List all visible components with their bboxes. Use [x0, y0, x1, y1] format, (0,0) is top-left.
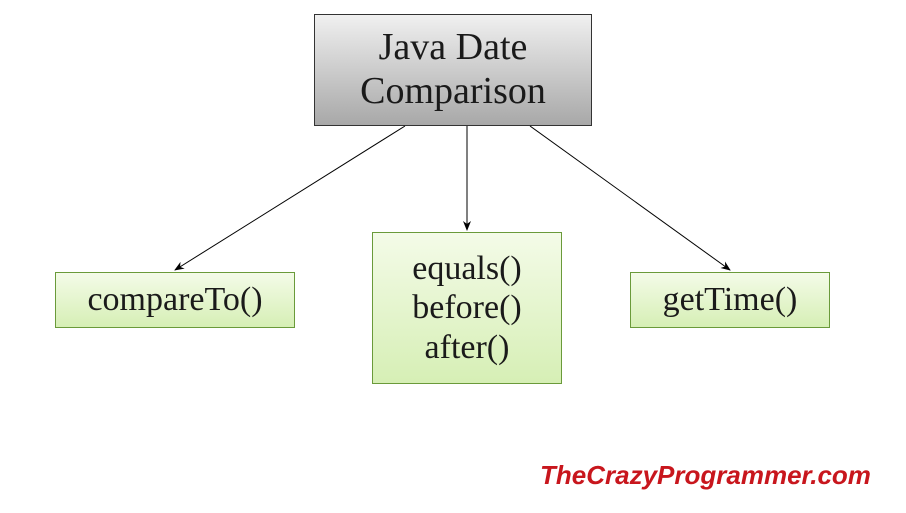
child-node-gettime: getTime() [630, 272, 830, 328]
root-line-1: Java Date [379, 26, 528, 70]
edge-root-left [175, 126, 405, 270]
left-line-1: compareTo() [87, 280, 262, 319]
root-node: Java Date Comparison [314, 14, 592, 126]
watermark-text: TheCrazyProgrammer.com [540, 460, 871, 491]
middle-line-1: equals() [412, 249, 522, 288]
child-node-compareto: compareTo() [55, 272, 295, 328]
right-line-1: getTime() [663, 280, 798, 319]
middle-line-3: after() [425, 328, 510, 367]
middle-line-2: before() [412, 288, 521, 327]
root-line-2: Comparison [360, 70, 546, 114]
child-node-equals-before-after: equals() before() after() [372, 232, 562, 384]
